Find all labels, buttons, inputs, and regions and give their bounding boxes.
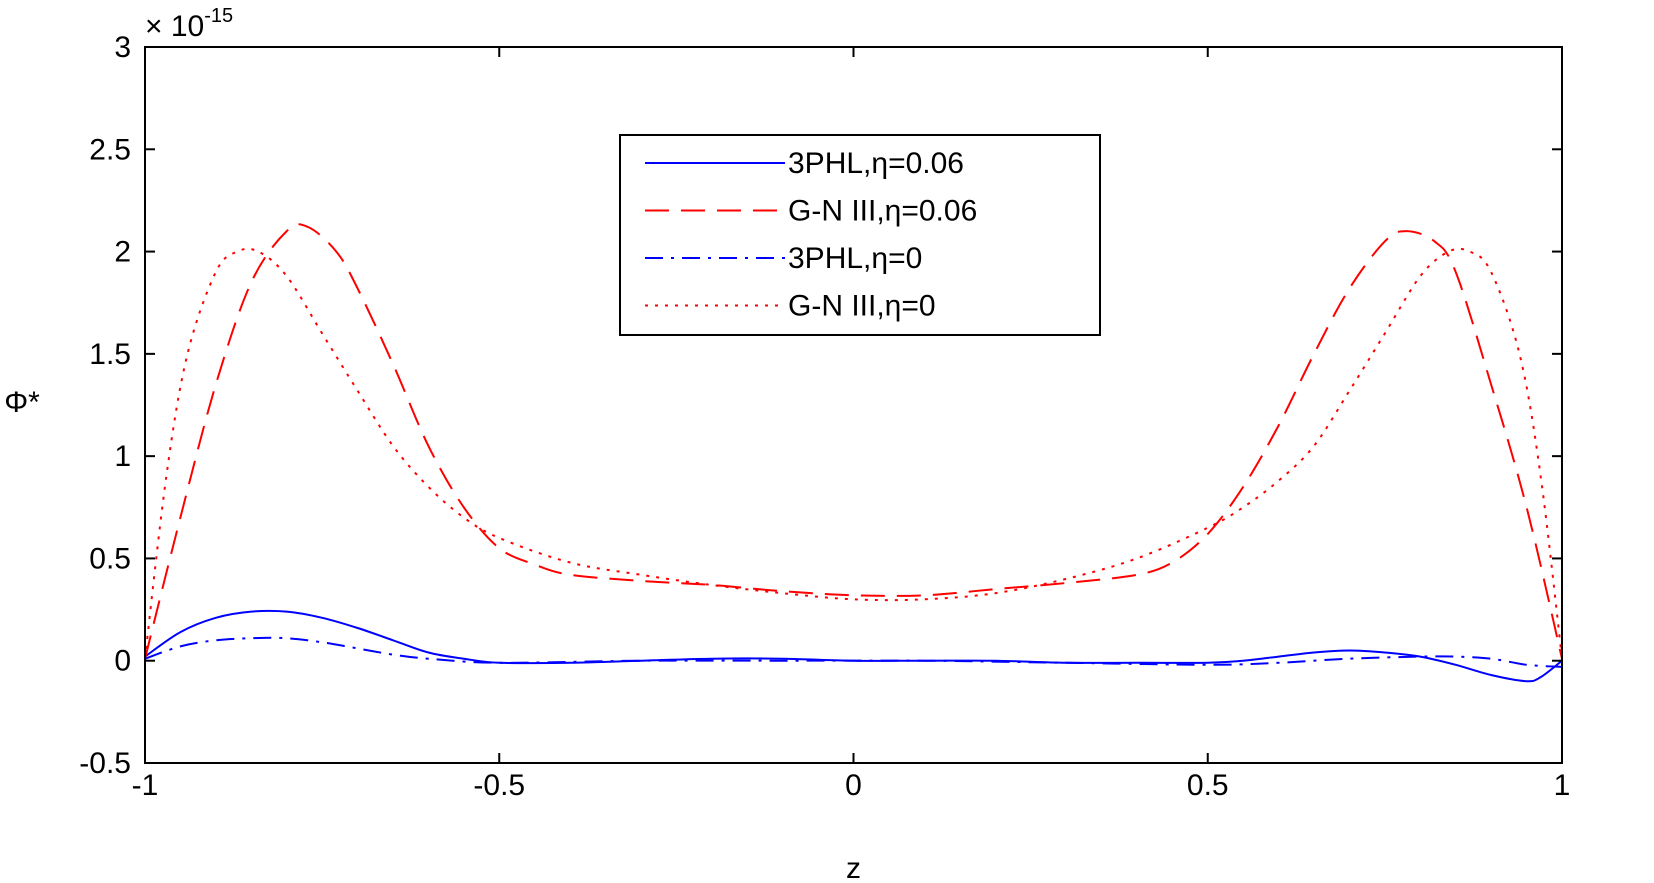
legend: 3PHL,η=0.06 G-N III,η=0.06 3PHL,η=0 G-N III… xyxy=(619,134,1101,336)
legend-label: 3PHL,η=0 xyxy=(788,242,922,275)
series-line-2 xyxy=(144,223,1563,659)
y-tick-label: 1.5 xyxy=(89,338,131,371)
x-tick-label: -1 xyxy=(132,769,159,802)
y-axis-label: Φ* xyxy=(4,386,40,419)
legend-label: 3PHL,η=0.06 xyxy=(788,147,964,180)
y-axis-exponent: × 10-15 xyxy=(145,5,233,43)
y-tick-label: 3 xyxy=(114,31,131,64)
y-tick-label: 0 xyxy=(114,645,131,678)
x-tick-label: 0.5 xyxy=(1187,769,1229,802)
exponent-power: -15 xyxy=(204,5,233,27)
legend-label: G-N III,η=0.06 xyxy=(788,195,977,228)
series-line-3 xyxy=(144,636,1563,668)
exponent-base: × 10 xyxy=(145,10,204,43)
x-tick-label: -0.5 xyxy=(473,769,525,802)
y-tick-label: -0.5 xyxy=(79,747,131,780)
ticks-layer: -1 -0.5 0 0.5 1-0.500.511.522.53 xyxy=(79,31,1570,802)
y-tick-label: 2 xyxy=(114,236,131,269)
x-tick-label: 1 xyxy=(1554,769,1571,802)
series-line-1 xyxy=(144,609,1563,683)
y-tick-label: 2.5 xyxy=(89,133,131,166)
y-tick-label: 1 xyxy=(114,440,131,473)
y-tick-label: 0.5 xyxy=(89,542,131,575)
x-axis-label: z xyxy=(846,852,861,883)
x-tick-label: 0 xyxy=(845,769,862,802)
series-layer xyxy=(144,223,1563,683)
legend-label: G-N III,η=0 xyxy=(788,290,936,323)
legend-box xyxy=(619,134,1101,336)
